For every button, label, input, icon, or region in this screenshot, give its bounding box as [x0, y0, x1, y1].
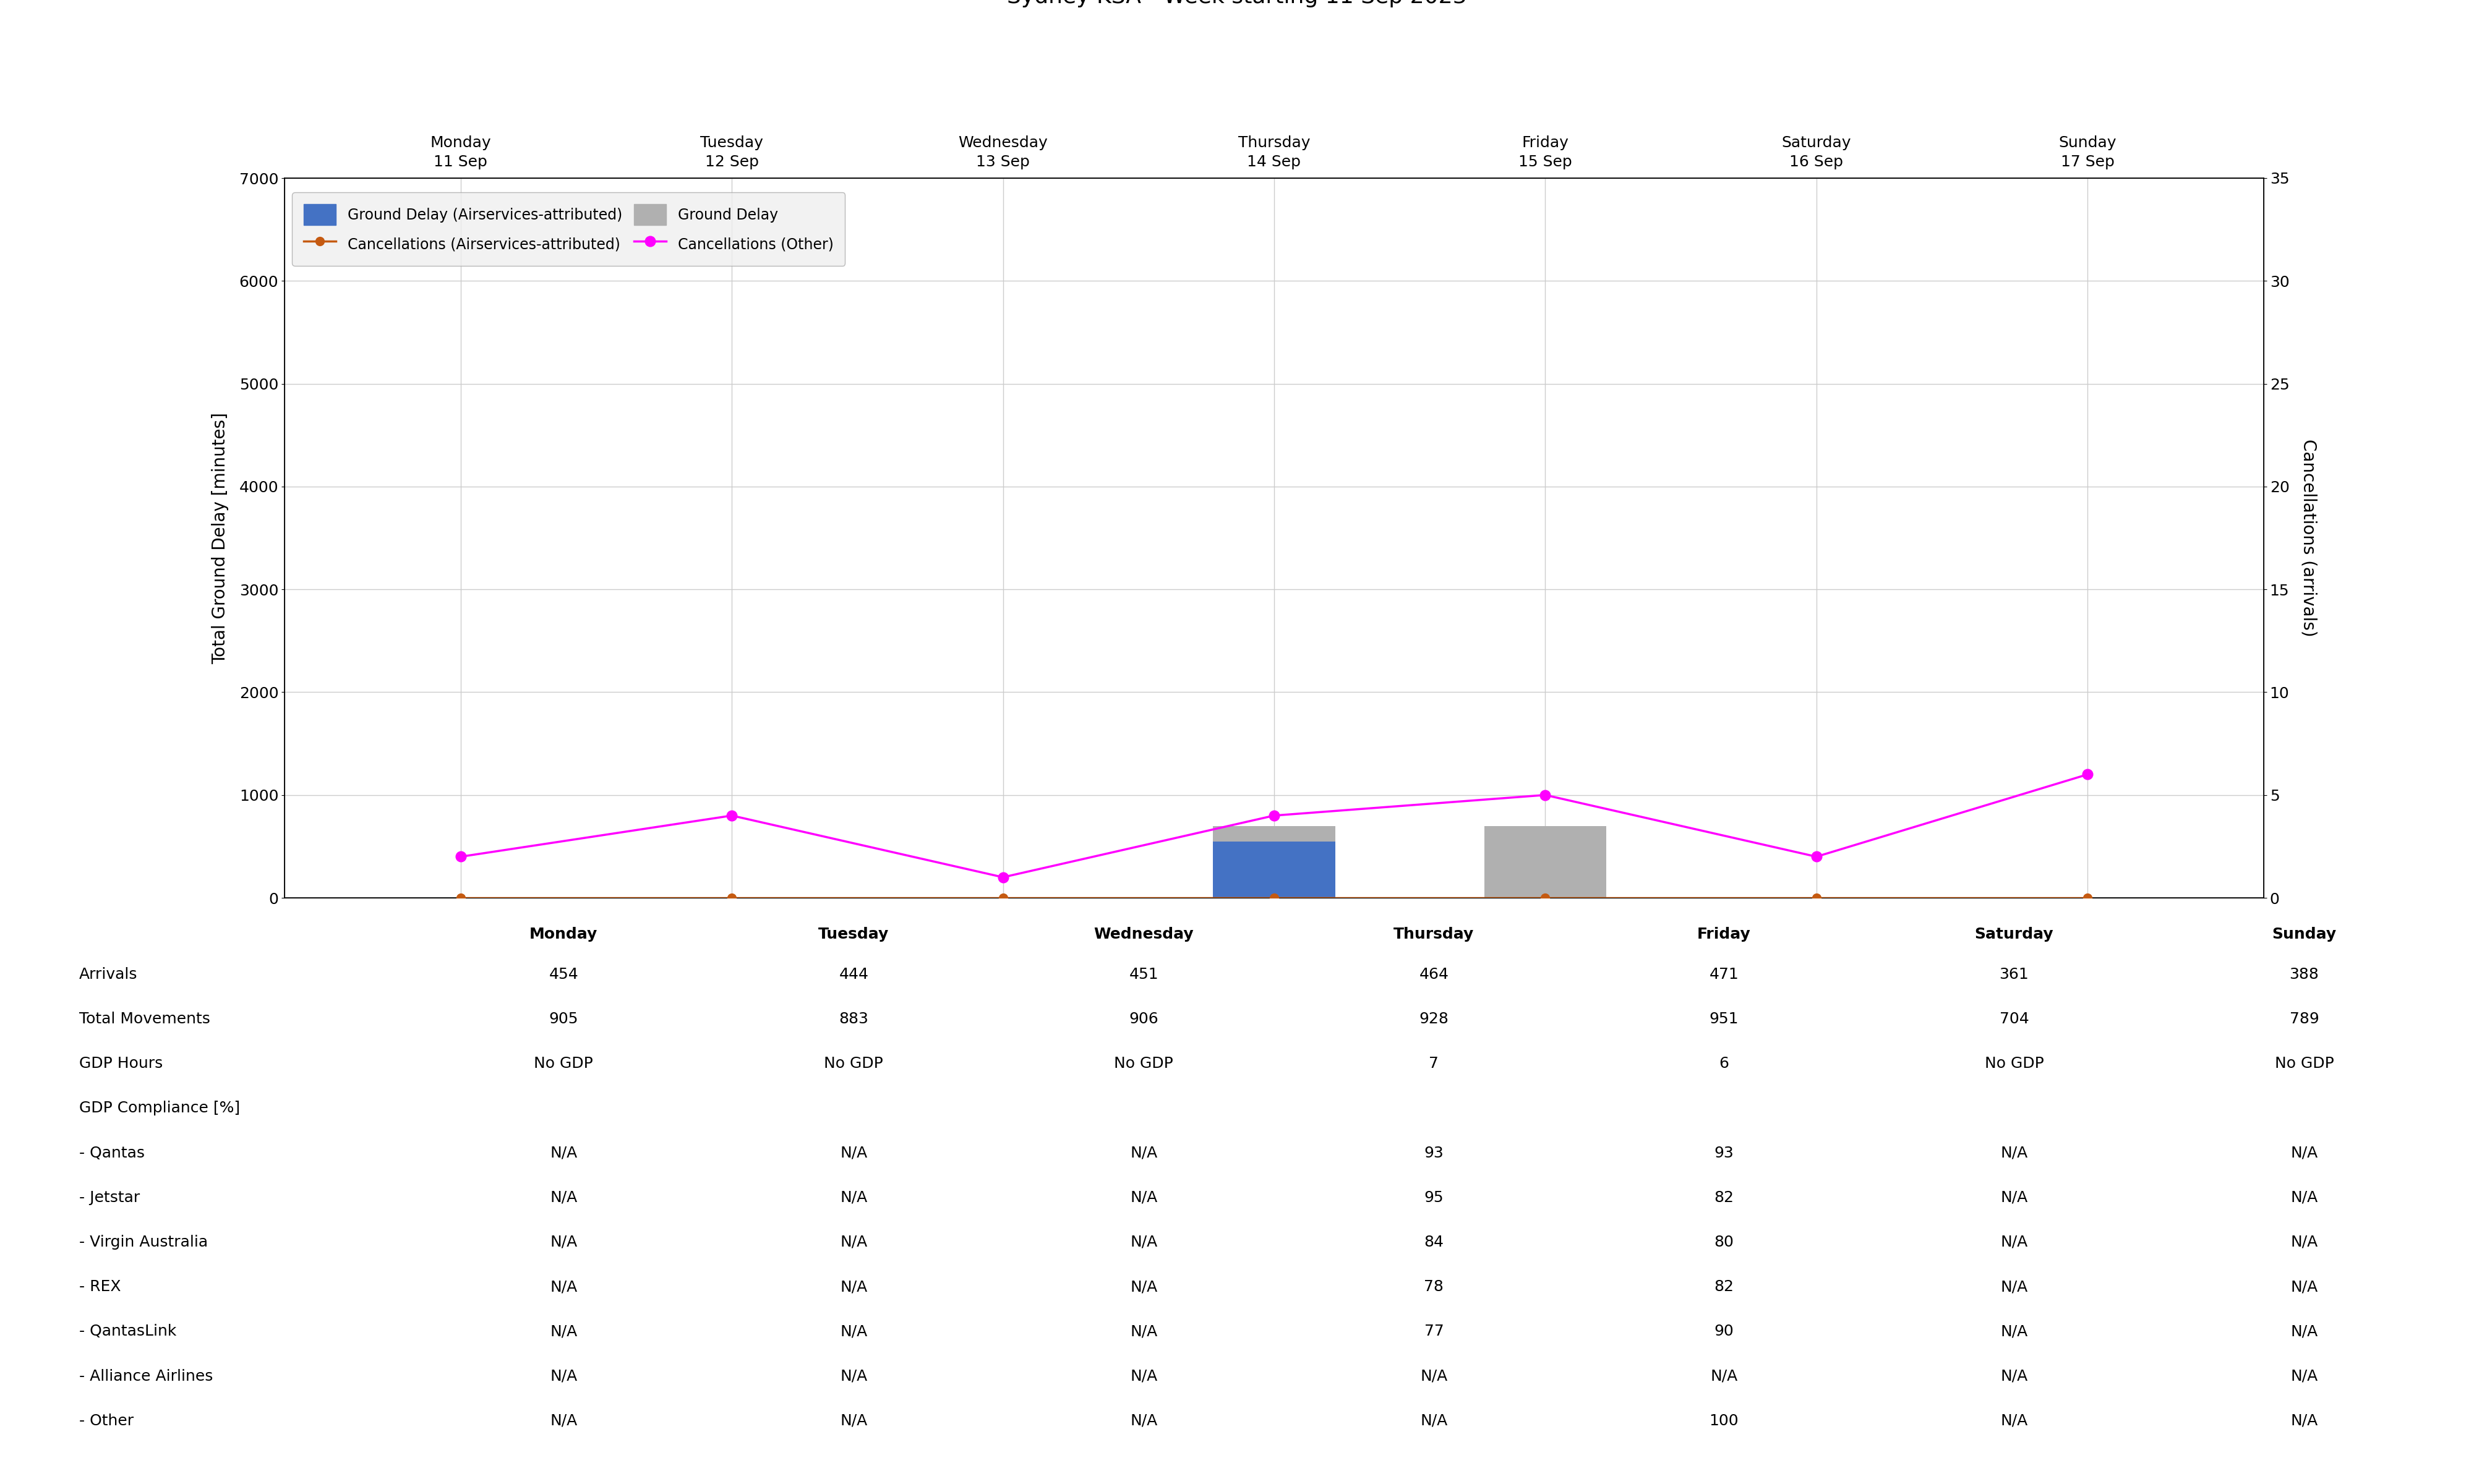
Text: No GDP: No GDP [1113, 1057, 1173, 1071]
Text: N/A: N/A [1131, 1279, 1158, 1294]
Text: N/A: N/A [549, 1368, 576, 1383]
Text: N/A: N/A [841, 1190, 868, 1205]
Text: 451: 451 [1128, 968, 1158, 982]
Text: - Alliance Airlines: - Alliance Airlines [79, 1368, 213, 1383]
Text: - QantasLink: - QantasLink [79, 1324, 176, 1339]
Text: GDP Hours: GDP Hours [79, 1057, 163, 1071]
Text: N/A: N/A [1420, 1368, 1447, 1383]
Text: Total Movements: Total Movements [79, 1012, 210, 1027]
Bar [1484, 825, 1606, 898]
Text: 471: 471 [1710, 968, 1739, 982]
Text: N/A: N/A [2291, 1235, 2318, 1250]
Text: Arrivals: Arrivals [79, 968, 139, 982]
Text: N/A: N/A [549, 1413, 576, 1428]
Text: No GDP: No GDP [534, 1057, 594, 1071]
Text: N/A: N/A [2001, 1235, 2029, 1250]
Text: N/A: N/A [841, 1146, 868, 1160]
Text: N/A: N/A [2001, 1279, 2029, 1294]
Text: N/A: N/A [1420, 1413, 1447, 1428]
Text: N/A: N/A [549, 1146, 576, 1160]
Text: 77: 77 [1425, 1324, 1445, 1339]
Text: 789: 789 [2288, 1012, 2318, 1027]
Text: N/A: N/A [549, 1279, 576, 1294]
Y-axis label: Total Ground Delay [minutes]: Total Ground Delay [minutes] [210, 413, 228, 663]
Text: N/A: N/A [1131, 1413, 1158, 1428]
Text: N/A: N/A [2291, 1190, 2318, 1205]
Text: N/A: N/A [1131, 1235, 1158, 1250]
Text: 78: 78 [1425, 1279, 1445, 1294]
Text: N/A: N/A [841, 1279, 868, 1294]
Text: 464: 464 [1420, 968, 1450, 982]
Text: Monday: Monday [529, 927, 599, 942]
Text: N/A: N/A [2291, 1146, 2318, 1160]
Text: No GDP: No GDP [824, 1057, 883, 1071]
Text: - Jetstar: - Jetstar [79, 1190, 139, 1205]
Text: 80: 80 [1714, 1235, 1734, 1250]
Text: - Other: - Other [79, 1413, 134, 1428]
Text: N/A: N/A [2001, 1190, 2029, 1205]
Text: N/A: N/A [2001, 1413, 2029, 1428]
Text: N/A: N/A [549, 1324, 576, 1339]
Text: N/A: N/A [2001, 1324, 2029, 1339]
Text: N/A: N/A [2001, 1368, 2029, 1383]
Text: 90: 90 [1714, 1324, 1734, 1339]
Text: Sunday: Sunday [2271, 927, 2335, 942]
Text: N/A: N/A [549, 1235, 576, 1250]
Text: 906: 906 [1128, 1012, 1158, 1027]
Text: Tuesday: Tuesday [819, 927, 888, 942]
Text: 704: 704 [1999, 1012, 2029, 1027]
Text: 928: 928 [1420, 1012, 1450, 1027]
Text: N/A: N/A [2291, 1324, 2318, 1339]
Text: 6: 6 [1719, 1057, 1729, 1071]
Text: N/A: N/A [841, 1235, 868, 1250]
Text: 93: 93 [1425, 1146, 1445, 1160]
Text: N/A: N/A [841, 1413, 868, 1428]
Text: 454: 454 [549, 968, 579, 982]
Text: - Virgin Australia: - Virgin Australia [79, 1235, 208, 1250]
Text: N/A: N/A [549, 1190, 576, 1205]
Text: N/A: N/A [1131, 1146, 1158, 1160]
Text: 361: 361 [1999, 968, 2029, 982]
Text: 93: 93 [1714, 1146, 1734, 1160]
Text: 7: 7 [1430, 1057, 1440, 1071]
Legend: Ground Delay (Airservices-attributed), Cancellations (Airservices-attributed), G: Ground Delay (Airservices-attributed), C… [292, 193, 846, 266]
Text: Friday: Friday [1697, 927, 1752, 942]
Text: N/A: N/A [1131, 1324, 1158, 1339]
Text: 82: 82 [1714, 1190, 1734, 1205]
Text: N/A: N/A [2001, 1146, 2029, 1160]
Text: 388: 388 [2288, 968, 2318, 982]
Text: 100: 100 [1710, 1413, 1739, 1428]
Text: 82: 82 [1714, 1279, 1734, 1294]
Text: - Qantas: - Qantas [79, 1146, 143, 1160]
Text: Thursday: Thursday [1393, 927, 1475, 942]
Text: N/A: N/A [1131, 1368, 1158, 1383]
Text: 905: 905 [549, 1012, 579, 1027]
Text: N/A: N/A [841, 1368, 868, 1383]
Text: Sydney KSA - Week starting 11 Sep 2023: Sydney KSA - Week starting 11 Sep 2023 [1007, 0, 1467, 7]
Text: N/A: N/A [2291, 1413, 2318, 1428]
Text: 95: 95 [1425, 1190, 1445, 1205]
Text: 444: 444 [839, 968, 868, 982]
Text: Saturday: Saturday [1974, 927, 2053, 942]
Text: No GDP: No GDP [1984, 1057, 2044, 1071]
Text: 951: 951 [1710, 1012, 1739, 1027]
Text: Wednesday: Wednesday [1094, 927, 1195, 942]
Text: N/A: N/A [1710, 1368, 1737, 1383]
Bar [1212, 841, 1336, 898]
Text: 84: 84 [1425, 1235, 1445, 1250]
Y-axis label: Cancellations (arrivals): Cancellations (arrivals) [2301, 439, 2318, 637]
Text: No GDP: No GDP [2274, 1057, 2333, 1071]
Text: - REX: - REX [79, 1279, 121, 1294]
Bar [1212, 825, 1336, 898]
Text: N/A: N/A [2291, 1368, 2318, 1383]
Text: N/A: N/A [841, 1324, 868, 1339]
Text: N/A: N/A [2291, 1279, 2318, 1294]
Text: GDP Compliance [%]: GDP Compliance [%] [79, 1101, 240, 1116]
Text: 883: 883 [839, 1012, 868, 1027]
Text: N/A: N/A [1131, 1190, 1158, 1205]
